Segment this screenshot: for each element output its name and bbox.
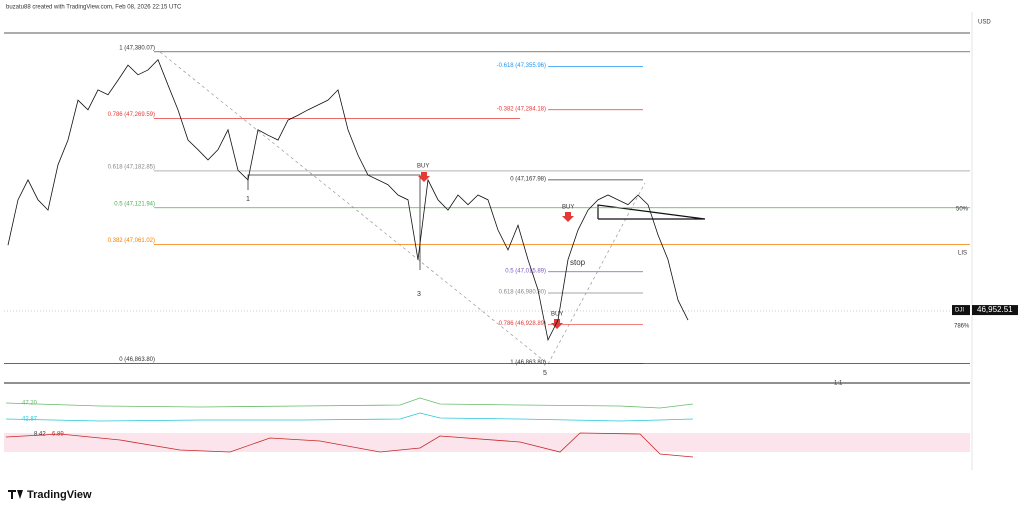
buy-arrow (418, 172, 430, 182)
annotation: 50% (956, 207, 969, 213)
annotation: 1 (246, 196, 250, 203)
annotation: LIS (958, 251, 967, 257)
symbol: DJI (955, 308, 964, 314)
plot: 1 (47,380.07) 0.786 (47,269.59) 0.618 (47,… (4, 45, 1018, 438)
indicator-line (5, 432, 694, 458)
indicator-line (5, 397, 694, 409)
fib-trend-line (547, 182, 646, 365)
annotation: stop (570, 258, 586, 267)
annotation: 1:1 (834, 381, 843, 387)
fib-label: 0.618 (47,182.85) (108, 165, 155, 171)
buy-arrow (562, 212, 574, 222)
fib-label: -0.618 (47,355.96) (497, 63, 546, 69)
fib-label: 0.786 (46,928.89) (499, 321, 546, 327)
fib-label: 0.5 (47,015.89) (505, 268, 546, 274)
fib-label: 1 (46,863.80) (510, 360, 546, 366)
price-line (7, 58, 689, 342)
annotation: 5 (543, 370, 547, 377)
annotation: 3 (417, 291, 421, 298)
symbol-tag (952, 305, 970, 316)
fib-label: 0 (47,167.98) (510, 176, 546, 182)
annotation: BUY (551, 312, 563, 318)
logo-icon (8, 490, 23, 499)
annotation: BUY (417, 164, 429, 170)
annotation: 8.42 (34, 432, 46, 438)
fib-label: 0 (46,863.80) (119, 357, 155, 363)
annotation: 6.89 (52, 432, 64, 438)
stop-box (597, 204, 706, 220)
annotation: BUY (562, 205, 574, 211)
indicator-line (5, 412, 694, 422)
fib-label: 1 (47,380.07) (119, 45, 155, 51)
wave-box (247, 174, 421, 270)
fib-label: 0.618 (46,980.80) (499, 290, 546, 296)
annotation: 786% (954, 324, 970, 330)
currency: USD (978, 20, 991, 26)
annotation: 42.87 (22, 417, 38, 423)
fib-label: 0.382 (47,061.02) (108, 238, 155, 244)
buy-arrows (418, 172, 574, 329)
rsi-band (4, 433, 970, 452)
price-tag (972, 305, 1018, 316)
fib-label: -0.382 (47,284.18) (497, 106, 546, 112)
logo: TradingView (27, 489, 92, 501)
fib-label: 0.5 (47,121.94) (114, 201, 155, 207)
author-line: buzatu88 created with TradingView.com, F… (6, 5, 182, 11)
fib-label: 0.786 (47,269.59) (108, 112, 155, 118)
price-label: 46,952.51 (977, 305, 1013, 314)
annotation: 47.20 (22, 401, 38, 407)
